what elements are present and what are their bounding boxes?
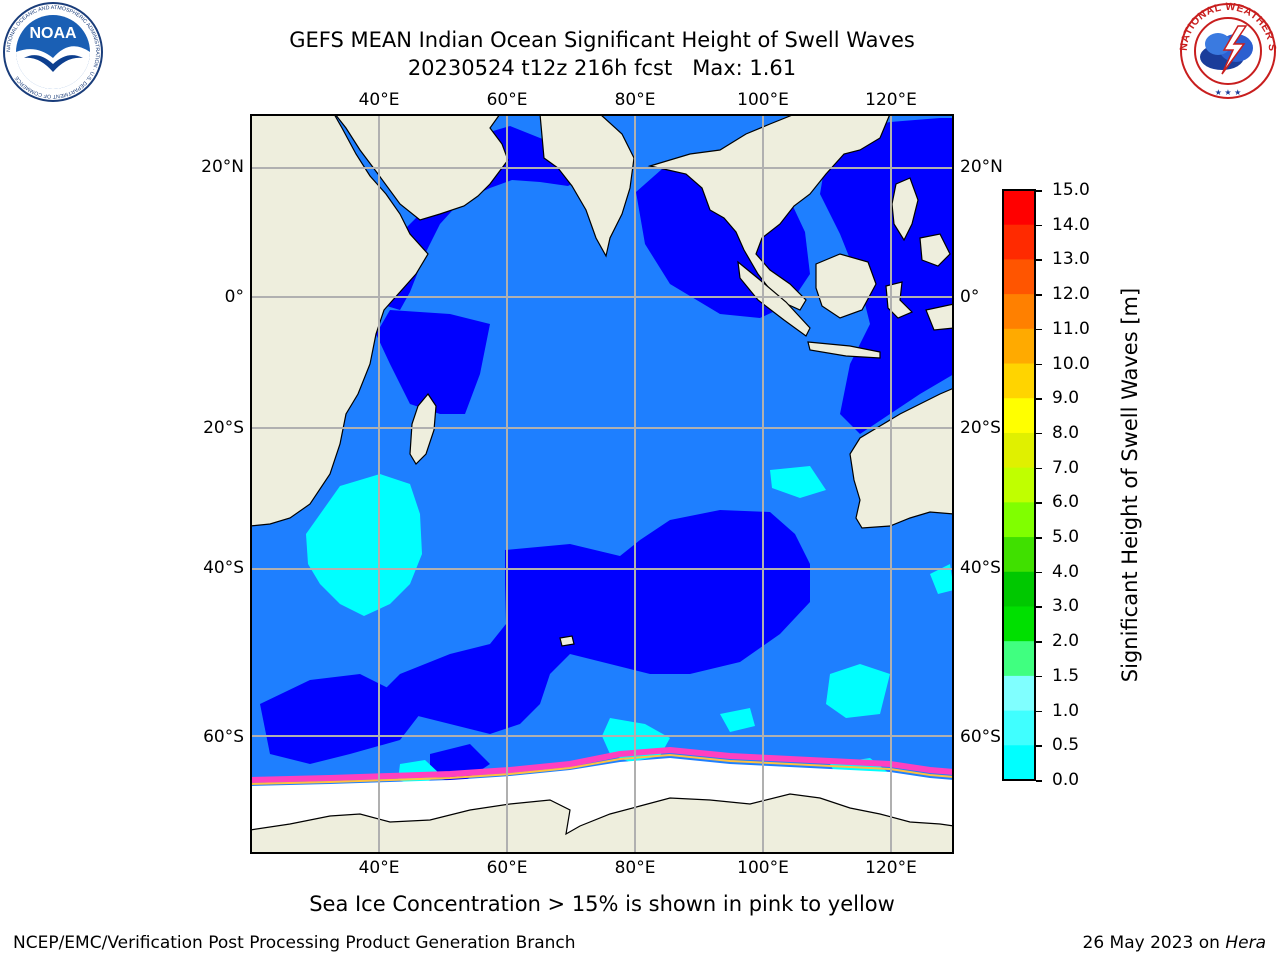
footer-date: 26 May 2023 on Hera	[1083, 932, 1267, 954]
lat-tick-left-20s: 20°S	[203, 418, 244, 438]
colorbar-tick-mark	[1036, 780, 1042, 782]
colorbar-tick-mark	[1036, 710, 1042, 713]
lat-tick-right-0: 0°	[960, 287, 980, 307]
lon-tick-top-40e: 40°E	[358, 90, 400, 110]
colorbar-tick-mark	[1036, 328, 1042, 331]
colorbar-cell	[1003, 432, 1035, 469]
colorbar-tick-mark	[1036, 502, 1042, 504]
colorbar-tick-label: 10.0	[1052, 353, 1090, 374]
noaa-logo: NOAA NATIONAL OCEANIC AND ATMOSPHERIC AD…	[3, 2, 103, 102]
lon-tick-bottom-40e: 40°E	[358, 858, 400, 878]
colorbar-cell	[1003, 224, 1035, 260]
colorbar-tick-mark	[1036, 363, 1042, 366]
colorbar-tick-label: 2.0	[1052, 631, 1080, 652]
svg-text:★ ★ ★: ★ ★ ★	[1215, 88, 1242, 97]
map-frame	[250, 114, 954, 854]
colorbar-cell	[1003, 259, 1035, 295]
lat-tick-left-60s: 60°S	[203, 727, 244, 747]
noaa-logo-text: NOAA	[29, 25, 77, 42]
lon-tick-top-120e: 120°E	[865, 90, 917, 110]
colorbar-tick-mark	[1036, 294, 1042, 296]
lon-tick-top-80e: 80°E	[614, 90, 656, 110]
lon-tick-top-100e: 100°E	[737, 90, 789, 110]
lat-tick-right-20n: 20°N	[960, 157, 1003, 177]
lon-tick-bottom-100e: 100°E	[737, 858, 789, 878]
colorbar-tick-mark	[1036, 641, 1042, 643]
colorbar-frame	[1002, 189, 1036, 781]
footer-machine: Hera	[1225, 933, 1266, 953]
colorbar-tick-label: 3.0	[1052, 596, 1080, 617]
colorbar-tick-mark	[1036, 224, 1042, 227]
sea-ice-caption: Sea Ice Concentration > 15% is shown in …	[309, 892, 895, 916]
colorbar-cell	[1003, 398, 1035, 434]
lon-tick-bottom-120e: 120°E	[865, 858, 917, 878]
swell-map	[250, 114, 954, 854]
colorbar-tick-label: 0.5	[1052, 735, 1080, 756]
colorbar-tick-label: 1.5	[1052, 665, 1080, 686]
colorbar-label-text: Significant Height of Swell Waves [m]	[1118, 287, 1142, 683]
colorbar-tick-mark	[1036, 537, 1042, 539]
lat-tick-left-0: 0°	[224, 287, 244, 307]
colorbar-tick-label: 8.0	[1052, 422, 1080, 443]
colorbar-cell	[1003, 537, 1035, 573]
gridlines	[250, 114, 954, 854]
colorbar-cell	[1003, 190, 1035, 226]
colorbar-tick-label: 0.0	[1052, 770, 1080, 790]
colorbar-tick-mark	[1036, 190, 1042, 192]
lat-tick-right-40s: 40°S	[960, 558, 1001, 578]
colorbar-cell	[1003, 363, 1035, 399]
lon-tick-top-60e: 60°E	[486, 90, 528, 110]
colorbar-cell	[1003, 571, 1035, 607]
colorbar-tick-label: 15.0	[1052, 180, 1090, 200]
lat-tick-right-60s: 60°S	[960, 727, 1001, 747]
colorbar-cell	[1003, 745, 1035, 781]
colorbar-tick-label: 13.0	[1052, 249, 1090, 270]
sea-ice-edge-inner	[250, 753, 954, 785]
colorbar-cell	[1003, 675, 1035, 712]
colorbar-tick-mark	[1036, 398, 1042, 400]
colorbar-cell	[1003, 641, 1035, 677]
colorbar-tick-label: 7.0	[1052, 457, 1080, 478]
colorbar-tick-label: 11.0	[1052, 318, 1090, 339]
colorbar-cell	[1003, 467, 1035, 503]
lon-tick-bottom-80e: 80°E	[614, 858, 656, 878]
land	[250, 114, 954, 854]
colorbar-tick-mark	[1036, 467, 1042, 470]
colorbar-label: Significant Height of Swell Waves [m]	[1117, 288, 1143, 682]
colorbar-tick-label: 1.0	[1052, 700, 1080, 721]
colorbar-tick-mark	[1036, 259, 1042, 261]
colorbar-cell	[1003, 294, 1035, 330]
sea-ice-edge	[250, 746, 954, 783]
colorbar-tick-mark	[1036, 745, 1042, 747]
colorbar-cell	[1003, 502, 1035, 538]
colorbar-cell	[1003, 710, 1035, 746]
colorbar-tick-label: 5.0	[1052, 527, 1080, 548]
colorbar-cell	[1003, 328, 1035, 365]
colorbar-tick-mark	[1036, 571, 1042, 574]
colorbar-tick-mark	[1036, 675, 1042, 678]
colorbar-tick-mark	[1036, 432, 1042, 435]
swell-band-0-0.5	[260, 118, 954, 784]
lon-tick-bottom-60e: 60°E	[486, 858, 528, 878]
colorbar-tick-label: 4.0	[1052, 561, 1080, 582]
title-line-1: GEFS MEAN Indian Ocean Significant Heigh…	[289, 28, 915, 52]
lat-tick-left-40s: 40°S	[203, 558, 244, 578]
colorbar	[1002, 189, 1036, 781]
nws-logo: NATIONAL WEATHER SERVICE ★ ★ ★	[1178, 2, 1278, 99]
colorbar-tick-label: 6.0	[1052, 492, 1080, 513]
colorbar-cell	[1003, 606, 1035, 642]
footer-date-text: 26 May 2023 on	[1082, 933, 1226, 953]
lat-tick-left-20n: 20°N	[201, 157, 244, 177]
lat-tick-right-20s: 20°S	[960, 418, 1001, 438]
footer-branch: NCEP/EMC/Verification Post Processing Pr…	[13, 933, 576, 953]
title-line-2: 20230524 t12z 216h fcst Max: 1.61	[407, 56, 797, 80]
colorbar-tick-label: 12.0	[1052, 284, 1090, 305]
colorbar-tick-label: 9.0	[1052, 388, 1080, 409]
colorbar-tick-label: 14.0	[1052, 214, 1090, 235]
colorbar-tick-mark	[1036, 606, 1042, 608]
